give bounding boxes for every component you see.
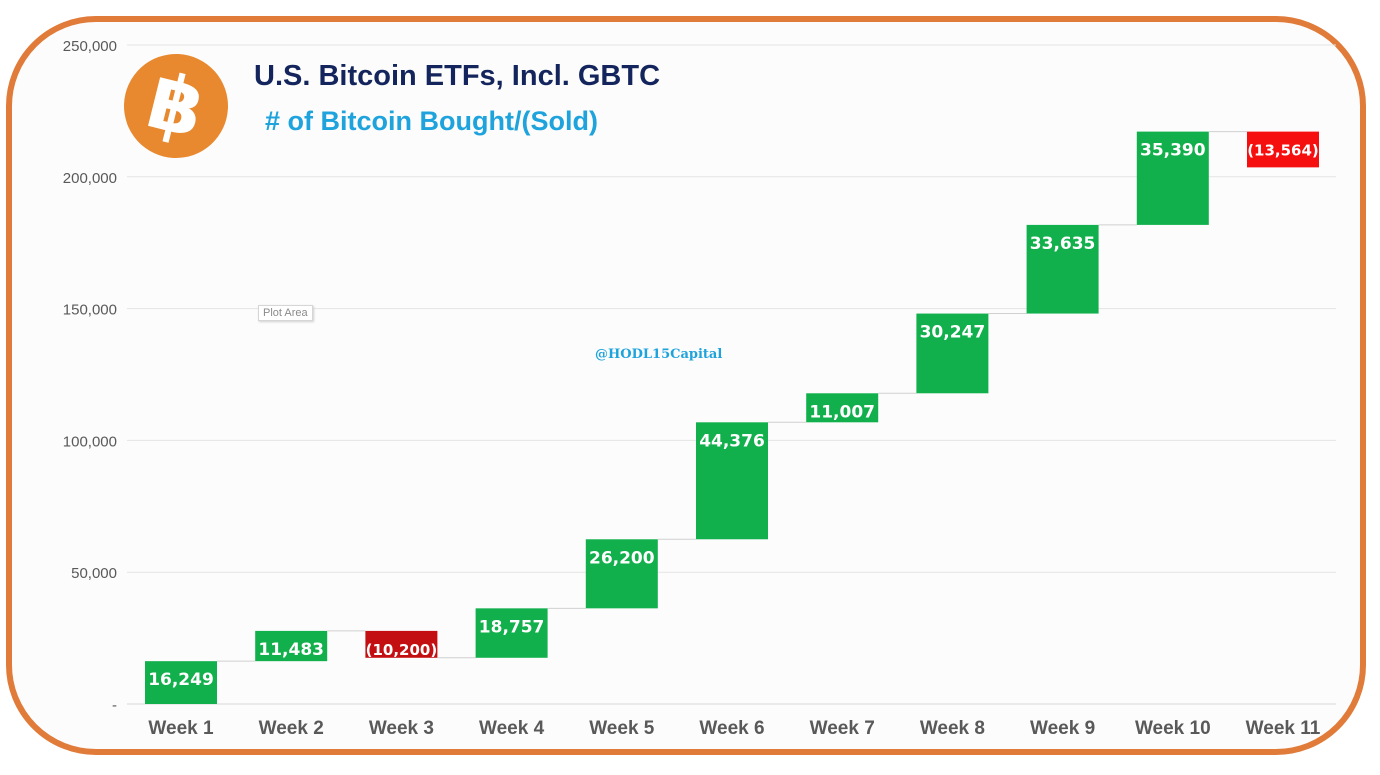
bar <box>1247 131 1319 168</box>
bar <box>916 313 989 394</box>
bar <box>1026 224 1099 314</box>
data-label: 11,007 <box>809 402 875 422</box>
bar <box>255 630 328 662</box>
watermark-text: @HODL15Capital <box>595 347 723 362</box>
data-label: 30,247 <box>920 323 986 343</box>
data-label: (10,200) <box>366 641 438 659</box>
x-tick-label: Week 5 <box>589 718 655 739</box>
bar <box>365 630 438 658</box>
bar <box>145 661 217 704</box>
bar <box>475 608 548 658</box>
bar <box>585 539 658 609</box>
data-label: (13,564) <box>1247 142 1319 160</box>
y-tick-label: 100,000 <box>63 433 117 450</box>
y-tick-label: 250,000 <box>63 38 117 55</box>
x-tick-label: Week 1 <box>148 718 214 739</box>
bar <box>1136 131 1209 225</box>
data-label: 44,376 <box>699 431 765 451</box>
plot-area-tooltip: Plot Area <box>258 305 313 321</box>
y-tick-label: 150,000 <box>63 302 117 319</box>
y-tick-label: 200,000 <box>63 170 117 187</box>
x-tick-label: Week 4 <box>479 718 545 739</box>
x-tick-label: Week 2 <box>259 718 324 739</box>
chart-title: U.S. Bitcoin ETFs, Incl. GBTC <box>254 60 661 92</box>
data-label: 35,390 <box>1140 141 1206 161</box>
x-tick-label: Week 11 <box>1246 718 1321 739</box>
data-label: 26,200 <box>589 548 655 568</box>
x-tick-label: Week 9 <box>1030 718 1095 739</box>
bar <box>696 422 768 540</box>
data-label: 33,635 <box>1030 234 1096 254</box>
x-tick-label: Week 10 <box>1135 718 1211 739</box>
x-tick-label: Week 3 <box>369 718 434 739</box>
y-tick-label: - <box>112 697 117 714</box>
x-tick-label: Week 6 <box>699 718 764 739</box>
y-tick-label: 50,000 <box>71 565 117 582</box>
data-label: 11,483 <box>258 640 324 660</box>
data-label: 18,757 <box>479 617 545 637</box>
x-tick-label: Week 8 <box>920 718 985 739</box>
bar <box>806 393 879 423</box>
data-label: 16,249 <box>148 670 214 690</box>
x-tick-label: Week 7 <box>810 718 875 739</box>
chart-subtitle: # of Bitcoin Bought/(Sold) <box>265 106 598 136</box>
